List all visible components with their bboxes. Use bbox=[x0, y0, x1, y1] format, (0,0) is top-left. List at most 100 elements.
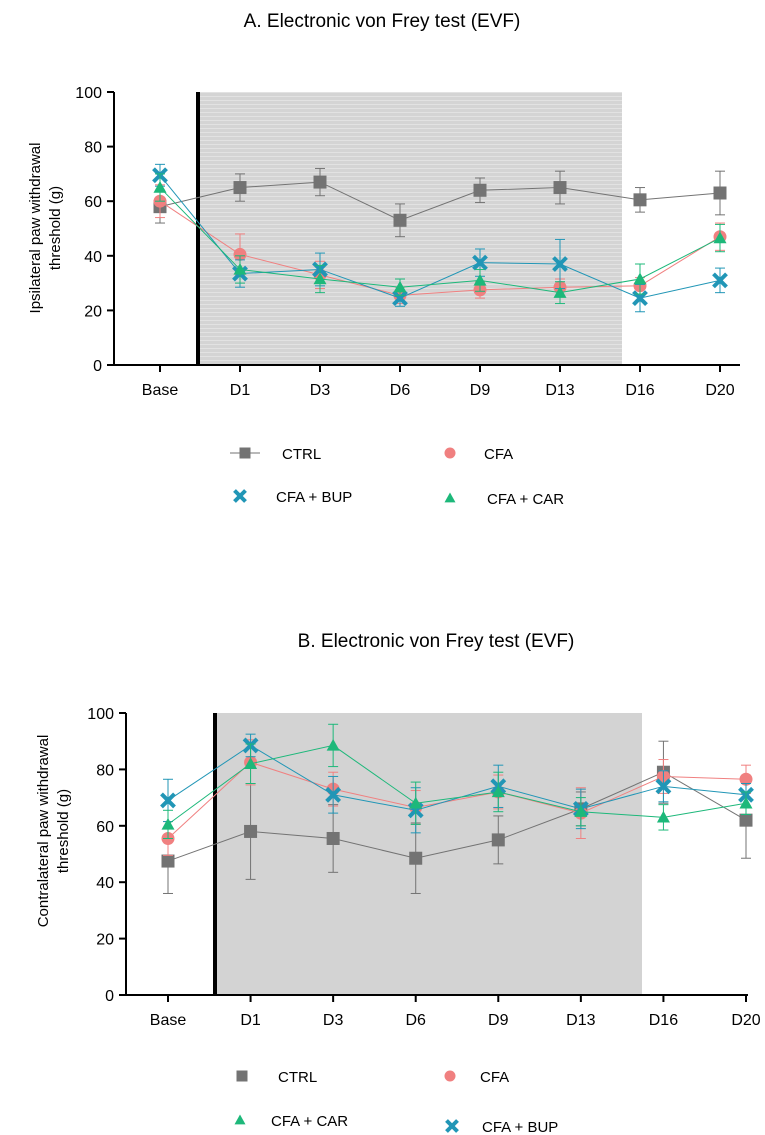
data-point-a-cfa-car-d20 bbox=[713, 231, 727, 244]
data-point-b-ctrl-d3 bbox=[326, 831, 340, 845]
legend-marker-b-cfa-bup bbox=[445, 1119, 459, 1133]
panel-b: B. Electronic von Frey test (EVF) Contra… bbox=[35, 631, 761, 1135]
x-tick-label-b-d16: D16 bbox=[649, 1012, 678, 1029]
series-line-a-cfa-car bbox=[159, 187, 721, 294]
y-tick-label-a-60: 60 bbox=[84, 194, 102, 211]
legend-marker-a-ctrl bbox=[239, 447, 251, 459]
legend-item-a-cfa: CFA bbox=[444, 446, 513, 463]
series-line-a-cfa bbox=[159, 200, 721, 296]
legend-label-a-cfa: CFA bbox=[484, 446, 513, 463]
data-point-b-cfa-car-d16 bbox=[656, 810, 670, 823]
data-point-b-cfa-car-d1 bbox=[244, 757, 258, 769]
legend-b: CTRL CFA CFA + CAR CFA + BUP bbox=[234, 1069, 558, 1135]
legend-marker-a-cfa-bup-stroke-2 bbox=[233, 489, 247, 503]
series-line-b-cfa bbox=[167, 761, 747, 839]
legend-item-a-cfa-car: CFA + CAR bbox=[444, 491, 564, 508]
data-point-b-cfa-car-d3 bbox=[326, 738, 340, 751]
x-tick-label-b-d9: D9 bbox=[488, 1012, 509, 1029]
data-point-b-cfa-bup-d3 bbox=[325, 786, 342, 803]
series-line-a-cfa-bup bbox=[159, 174, 721, 299]
data-point-a-cfa-d1 bbox=[233, 247, 247, 261]
data-point-a-cfa-bup-d6-stroke-2 bbox=[392, 290, 408, 307]
y-axis-label-a: Ipsilateral paw withdrawal threshold (g) bbox=[27, 143, 64, 314]
data-point-b-cfa-car-d20 bbox=[739, 796, 753, 809]
y-tick-label-b-80: 80 bbox=[96, 762, 114, 779]
x-tick-label-a-d9: D9 bbox=[470, 382, 491, 399]
shaded-region-a bbox=[198, 92, 622, 365]
legend-item-a-ctrl: CTRL bbox=[230, 446, 321, 463]
legend-label-a-ctrl: CTRL bbox=[282, 446, 321, 463]
data-point-a-ctrl-d13 bbox=[553, 181, 567, 195]
plot-area-a: 0 20 40 60 80 100 Base D1 D3 D6 D9 D13 D16 D20 bbox=[75, 85, 740, 399]
plot-area-b: 0 20 40 60 80 100 Base D1 D3 D6 D9 D13 D16 D20 bbox=[87, 706, 760, 1029]
y-axis-label-a-line-1: Ipsilateral paw withdrawal bbox=[27, 143, 44, 314]
series-b-cfa-car bbox=[161, 723, 753, 839]
y-tick-label-a-100: 100 bbox=[75, 85, 102, 102]
x-tick-label-b-d13: D13 bbox=[566, 1012, 595, 1029]
y-tick-label-a-40: 40 bbox=[84, 249, 102, 266]
legend-item-b-cfa-bup: CFA + BUP bbox=[445, 1119, 558, 1135]
legend-marker-b-cfa bbox=[444, 1070, 456, 1082]
series-line-b-cfa-car bbox=[167, 744, 747, 825]
y-tick-label-b-20: 20 bbox=[96, 932, 114, 949]
series-line-b-ctrl bbox=[167, 771, 747, 862]
data-point-b-ctrl-d1 bbox=[244, 824, 258, 838]
legend-label-a-cfa-bup: CFA + BUP bbox=[276, 489, 352, 506]
legend-marker-a-cfa-car bbox=[444, 492, 456, 503]
data-point-a-cfa-bup-d9 bbox=[472, 254, 488, 271]
chart-title-a: A. Electronic von Frey test (EVF) bbox=[244, 11, 521, 32]
legend-a: CTRL CFA CFA + BUP CFA + CAR bbox=[230, 446, 564, 508]
data-point-b-cfa-bup-d16-stroke-2 bbox=[655, 778, 672, 795]
data-point-a-ctrl-d1 bbox=[233, 181, 247, 195]
data-point-a-ctrl-d6 bbox=[393, 213, 407, 227]
x-tick-label-b-d3: D3 bbox=[323, 1012, 344, 1029]
data-point-a-cfa-bup-d9-stroke-2 bbox=[472, 254, 488, 271]
legend-label-a-cfa-car: CFA + CAR bbox=[487, 491, 564, 508]
data-point-a-ctrl-d3 bbox=[313, 175, 327, 189]
legend-label-b-cfa: CFA bbox=[480, 1069, 509, 1086]
x-tick-label-a-d16: D16 bbox=[625, 382, 654, 399]
data-point-b-cfa-bup-d3-stroke-2 bbox=[325, 786, 342, 803]
data-point-a-cfa-car-d1 bbox=[233, 262, 247, 275]
series-line-b-cfa-bup bbox=[167, 744, 747, 811]
x-tick-label-a-base: Base bbox=[142, 382, 179, 399]
x-tick-label-b-d1: D1 bbox=[240, 1012, 261, 1029]
x-tick-label-a-d3: D3 bbox=[310, 382, 331, 399]
y-tick-label-b-0: 0 bbox=[105, 988, 114, 1005]
y-axis-label-a-line-2: threshold (g) bbox=[47, 186, 64, 270]
data-point-b-cfa-car-d6 bbox=[409, 796, 423, 809]
y-tick-label-b-100: 100 bbox=[87, 706, 114, 723]
data-point-b-cfa-bup-d16 bbox=[655, 778, 672, 795]
legend-item-a-cfa-bup: CFA + BUP bbox=[233, 489, 352, 506]
x-tick-label-b-base: Base bbox=[150, 1012, 187, 1029]
data-point-a-cfa-bup-d20 bbox=[712, 272, 728, 289]
legend-item-b-ctrl: CTRL bbox=[236, 1069, 317, 1086]
data-point-b-cfa-d20 bbox=[739, 772, 753, 786]
y-axis-label-b: Contralateral paw withdrawal threshold (… bbox=[35, 735, 72, 928]
x-tick-label-b-d6: D6 bbox=[405, 1012, 426, 1029]
data-point-a-cfa-bup-d6 bbox=[392, 290, 408, 307]
panel-a: A. Electronic von Frey test (EVF) Ipsila… bbox=[27, 11, 740, 508]
y-tick-label-a-0: 0 bbox=[93, 358, 102, 375]
data-point-a-cfa-bup-d20-stroke-2 bbox=[712, 272, 728, 289]
data-point-a-ctrl-d20 bbox=[713, 186, 727, 200]
chart-title-b: B. Electronic von Frey test (EVF) bbox=[298, 631, 575, 652]
x-tick-label-a-d6: D6 bbox=[390, 382, 411, 399]
data-point-a-cfa-car-d6 bbox=[393, 280, 407, 293]
y-axis-label-b-line-2: threshold (g) bbox=[55, 789, 72, 873]
data-point-b-ctrl-d6 bbox=[409, 851, 423, 865]
legend-item-b-cfa: CFA bbox=[444, 1069, 509, 1086]
data-point-a-cfa-car-base bbox=[153, 181, 167, 193]
data-point-b-ctrl-d20 bbox=[739, 813, 753, 827]
y-tick-label-b-60: 60 bbox=[96, 819, 114, 836]
y-tick-label-a-20: 20 bbox=[84, 303, 102, 320]
x-tick-label-a-d20: D20 bbox=[705, 382, 734, 399]
data-point-b-ctrl-d9 bbox=[491, 833, 505, 847]
y-axis-label-b-line-1: Contralateral paw withdrawal bbox=[35, 735, 52, 928]
data-point-a-cfa-car-d9 bbox=[473, 273, 487, 286]
legend-marker-a-cfa-bup bbox=[233, 489, 247, 503]
series-a-cfa-car bbox=[153, 173, 727, 305]
shaded-region-b bbox=[215, 713, 642, 995]
legend-label-b-ctrl: CTRL bbox=[278, 1069, 317, 1086]
